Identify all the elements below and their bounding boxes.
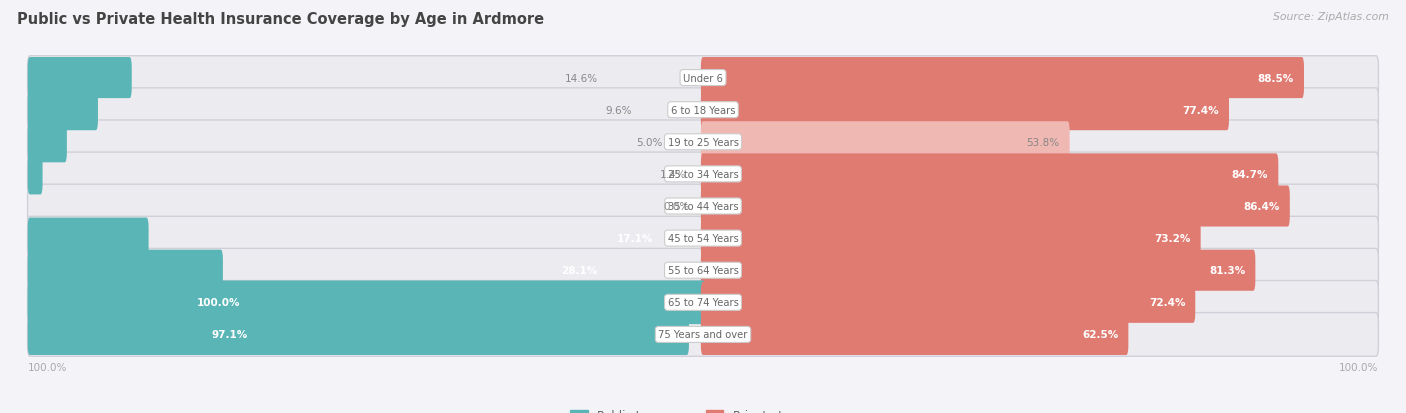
Text: 84.7%: 84.7% — [1232, 169, 1268, 180]
Text: 77.4%: 77.4% — [1182, 105, 1219, 115]
Text: 9.6%: 9.6% — [605, 105, 631, 115]
FancyBboxPatch shape — [28, 122, 67, 163]
Text: 19 to 25 Years: 19 to 25 Years — [668, 138, 738, 147]
FancyBboxPatch shape — [700, 218, 1201, 259]
Text: 97.1%: 97.1% — [211, 330, 247, 339]
FancyBboxPatch shape — [28, 90, 98, 131]
Text: 28.1%: 28.1% — [561, 266, 598, 275]
Text: 88.5%: 88.5% — [1258, 74, 1294, 83]
FancyBboxPatch shape — [700, 282, 1195, 323]
FancyBboxPatch shape — [28, 154, 42, 195]
Text: 14.6%: 14.6% — [564, 74, 598, 83]
Text: 62.5%: 62.5% — [1083, 330, 1118, 339]
Text: 1.4%: 1.4% — [661, 169, 686, 180]
FancyBboxPatch shape — [28, 185, 1378, 228]
FancyBboxPatch shape — [700, 154, 1278, 195]
FancyBboxPatch shape — [700, 314, 1129, 355]
Text: 17.1%: 17.1% — [616, 233, 652, 244]
FancyBboxPatch shape — [28, 57, 1378, 100]
Text: 55 to 64 Years: 55 to 64 Years — [668, 266, 738, 275]
Text: 73.2%: 73.2% — [1154, 233, 1191, 244]
FancyBboxPatch shape — [700, 122, 1070, 163]
Text: 100.0%: 100.0% — [1339, 362, 1378, 372]
Text: 100.0%: 100.0% — [28, 362, 67, 372]
FancyBboxPatch shape — [700, 58, 1303, 99]
Text: 65 to 74 Years: 65 to 74 Years — [668, 298, 738, 308]
Text: 35 to 44 Years: 35 to 44 Years — [668, 202, 738, 211]
Text: Public vs Private Health Insurance Coverage by Age in Ardmore: Public vs Private Health Insurance Cover… — [17, 12, 544, 27]
FancyBboxPatch shape — [28, 313, 1378, 356]
Text: 53.8%: 53.8% — [1026, 138, 1060, 147]
FancyBboxPatch shape — [28, 281, 1378, 324]
Text: 86.4%: 86.4% — [1243, 202, 1279, 211]
Text: 75 Years and over: 75 Years and over — [658, 330, 748, 339]
Text: Source: ZipAtlas.com: Source: ZipAtlas.com — [1274, 12, 1389, 22]
FancyBboxPatch shape — [28, 250, 224, 291]
Text: 100.0%: 100.0% — [197, 298, 240, 308]
FancyBboxPatch shape — [28, 89, 1378, 132]
FancyBboxPatch shape — [28, 153, 1378, 196]
FancyBboxPatch shape — [28, 58, 132, 99]
FancyBboxPatch shape — [28, 217, 1378, 260]
FancyBboxPatch shape — [28, 281, 706, 324]
FancyBboxPatch shape — [28, 249, 1378, 292]
Text: 5.0%: 5.0% — [636, 138, 662, 147]
FancyBboxPatch shape — [28, 121, 1378, 164]
Text: 0.0%: 0.0% — [664, 202, 689, 211]
FancyBboxPatch shape — [700, 186, 1289, 227]
FancyBboxPatch shape — [28, 218, 149, 259]
FancyBboxPatch shape — [28, 314, 689, 355]
Text: 25 to 34 Years: 25 to 34 Years — [668, 169, 738, 180]
FancyBboxPatch shape — [700, 90, 1229, 131]
Text: 45 to 54 Years: 45 to 54 Years — [668, 233, 738, 244]
FancyBboxPatch shape — [700, 250, 1256, 291]
Text: 81.3%: 81.3% — [1209, 266, 1246, 275]
Text: 72.4%: 72.4% — [1149, 298, 1185, 308]
Text: 6 to 18 Years: 6 to 18 Years — [671, 105, 735, 115]
Text: Under 6: Under 6 — [683, 74, 723, 83]
Legend: Public Insurance, Private Insurance: Public Insurance, Private Insurance — [565, 404, 841, 413]
